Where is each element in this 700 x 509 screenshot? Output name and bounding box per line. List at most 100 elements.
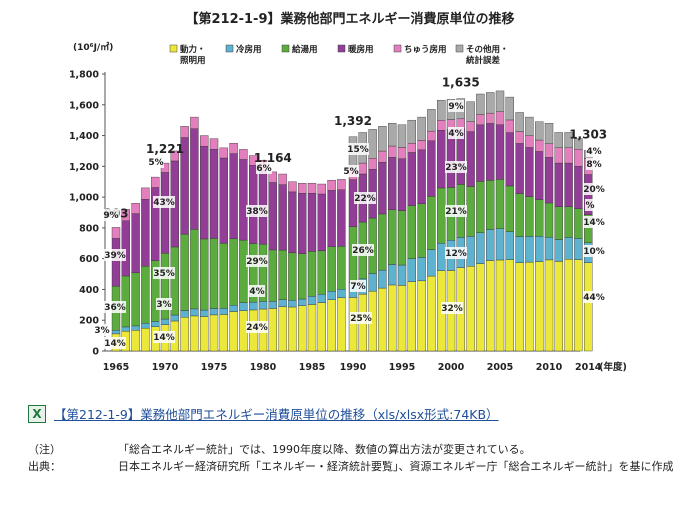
- pct-label-1970-bg: [148, 156, 164, 168]
- y-tick-label: 1,600: [69, 100, 99, 111]
- y-tick-label: 1,000: [69, 193, 99, 204]
- bar-segment: [170, 150, 180, 162]
- legend-label: 動力・: [180, 44, 206, 55]
- bar-segment: [466, 131, 475, 187]
- bar-segment: [209, 238, 219, 309]
- legend-label: ちゅう房用: [404, 44, 447, 55]
- pct-label-2014-bg: [583, 183, 605, 195]
- bar-segment: [378, 269, 387, 289]
- bar-segment: [417, 140, 426, 151]
- pct-label-1970: 5%: [148, 158, 163, 168]
- x-tick-label: 2010: [536, 362, 563, 373]
- bar-segment: [397, 264, 407, 286]
- pct-label-1990: 26%: [352, 246, 374, 256]
- legend-label: 暖房用: [348, 44, 374, 55]
- pct-label-2014-bg: [586, 158, 602, 170]
- bar-segment: [141, 199, 150, 267]
- bar-segment: [486, 260, 495, 352]
- pct-label-1990-bg: [347, 143, 369, 155]
- bar-segment: [368, 158, 377, 170]
- pct-label-2014: 8%: [586, 160, 601, 170]
- bar-segment: [170, 314, 180, 322]
- bar-segment: [407, 258, 416, 282]
- bar-segment: [209, 138, 219, 150]
- bar-segment: [121, 209, 131, 221]
- pct-label-2014: 44%: [583, 293, 605, 303]
- bar-segment: [288, 191, 297, 254]
- legend-label: その他用・: [466, 44, 509, 55]
- legend-swatch: [393, 44, 402, 53]
- bar-segment: [160, 318, 170, 325]
- bar-segment: [288, 252, 297, 301]
- bar-segment: [141, 187, 150, 200]
- pct-label-1981: 4%: [249, 287, 264, 297]
- pct-label-1990: 15%: [347, 145, 369, 155]
- y-tick-label: 1,800: [69, 70, 99, 81]
- bar-segment: [437, 242, 446, 271]
- pct-label-2014-bg: [583, 291, 605, 303]
- bar-segment: [180, 233, 189, 311]
- pct-label-2000-bg: [445, 247, 467, 259]
- bar-segment: [229, 143, 238, 154]
- bar-segment: [476, 114, 485, 126]
- pct-label-1981: 24%: [246, 323, 268, 333]
- bar-segment: [554, 162, 563, 207]
- bar-segment: [131, 330, 140, 352]
- bar-segment: [239, 159, 248, 241]
- download-link[interactable]: 【第212-1-9】業務他部門エネルギー消費原単位の推移（xls/xlsx形式:…: [54, 407, 499, 422]
- bar-segment: [495, 179, 505, 229]
- x-tick-label: 2014: [575, 362, 602, 373]
- bar-segment: [535, 199, 544, 237]
- pct-label-1970-bg: [153, 267, 175, 279]
- bar-segment: [417, 116, 426, 141]
- pct-label-1981-bg: [246, 321, 268, 333]
- bar-segment: [229, 311, 238, 352]
- pct-label-1981-bg: [246, 205, 268, 217]
- bar-segment: [131, 213, 140, 273]
- bar-segment: [525, 147, 534, 197]
- bar-segment: [258, 301, 268, 310]
- total-label: 1,635: [442, 76, 480, 90]
- bar-segment: [554, 206, 563, 240]
- bar-segment: [397, 210, 407, 266]
- download-row: X 【第212-1-9】業務他部門エネルギー消費原単位の推移（xls/xlsx形…: [28, 404, 499, 423]
- bar-segment: [219, 314, 229, 352]
- pct-label-1981: 38%: [246, 207, 268, 217]
- bar-segment: [535, 236, 544, 262]
- pct-label-2014: 4%: [586, 147, 601, 157]
- bar-segment: [574, 238, 583, 260]
- bar-segment: [535, 139, 544, 152]
- bar-segment: [368, 273, 377, 292]
- note-row: （注） 「総合エネルギー統計」では、1990年度以降、数値の算出方法が変更されて…: [28, 441, 688, 458]
- bar-segment: [515, 262, 524, 352]
- bar-segment: [190, 116, 199, 129]
- bar-segment: [317, 302, 326, 352]
- bar-segment: [486, 229, 495, 261]
- stacked-bar-chart: 0 200 400 600 800 1,000 1,200 1,400 1,600 1,800 (1…: [69, 41, 627, 373]
- excel-icon[interactable]: X: [28, 404, 46, 423]
- bar-segment: [525, 236, 534, 263]
- pct-label-2014-bg: [586, 145, 602, 157]
- bar-segment: [111, 238, 121, 287]
- bar-segment: [388, 209, 397, 265]
- bar-segment: [268, 182, 277, 251]
- bar-segment: [495, 259, 505, 352]
- bar-segment: [121, 326, 131, 332]
- bar-segment: [397, 124, 407, 148]
- pct-label-1990: 25%: [350, 314, 372, 324]
- bar-segment: [544, 259, 554, 352]
- bar-segment: [150, 321, 160, 327]
- bar-segment: [288, 181, 297, 193]
- bar-segment: [268, 301, 277, 309]
- bar-segment: [486, 112, 495, 124]
- bar-segment: [407, 205, 416, 259]
- pct-label-2014: 14%: [583, 218, 605, 228]
- bar-segment: [535, 121, 544, 141]
- pct-label-2014: 10%: [583, 247, 605, 257]
- bar-segment: [199, 146, 209, 240]
- bar-segment: [466, 101, 475, 122]
- bar-segment: [564, 147, 573, 164]
- pct-label-2000-bg: [441, 302, 463, 314]
- y-tick-label: 0: [92, 347, 99, 358]
- bar-segment: [564, 132, 573, 148]
